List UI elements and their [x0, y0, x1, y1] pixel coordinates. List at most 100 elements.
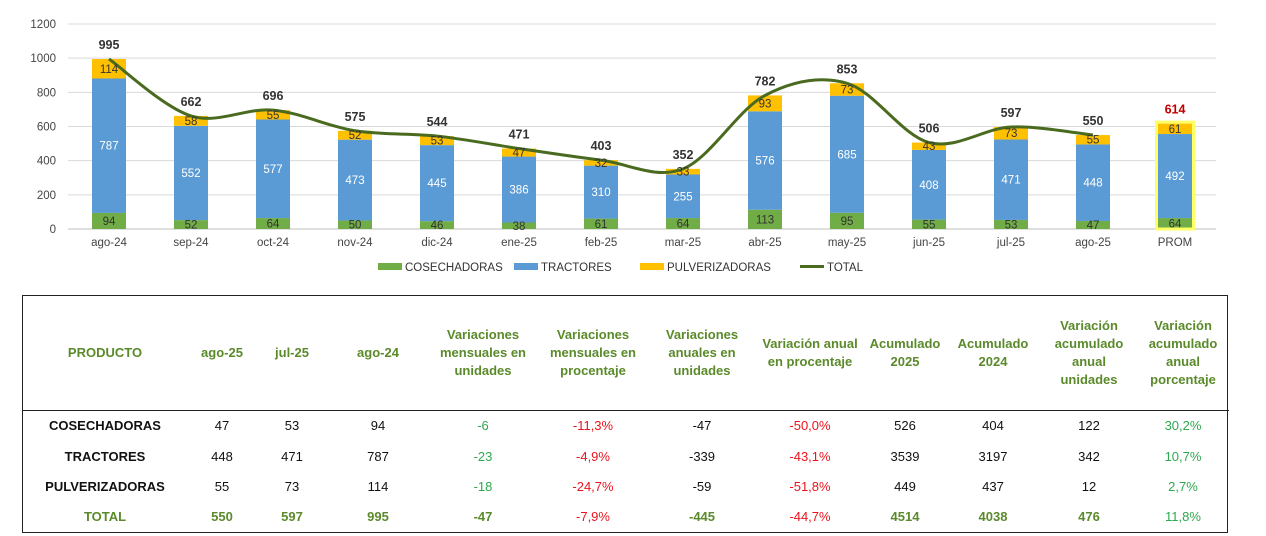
- data-label: 445: [427, 178, 446, 190]
- total-label: 614: [1165, 103, 1186, 117]
- total-label: 853: [837, 62, 858, 76]
- x-tick-label: ene-25: [501, 237, 537, 249]
- summary-table-container: PRODUCTO ago-25 jul-25 ago-24 Variacione…: [22, 295, 1229, 533]
- data-label: 408: [919, 180, 938, 192]
- header-producto: PRODUCTO: [23, 296, 187, 411]
- y-axis: 0 200 400 600 800 1000 1200: [30, 19, 56, 236]
- table-cell: 404: [982, 418, 1004, 434]
- table-cell: 476: [1078, 509, 1100, 525]
- table-cell: 449: [894, 479, 916, 495]
- data-label: 787: [99, 141, 118, 153]
- data-label: 64: [1169, 219, 1182, 231]
- table-cell: 94: [370, 418, 386, 434]
- data-label: 55: [923, 219, 936, 231]
- bar-pulverizadoras-nov-24: [338, 130, 372, 140]
- total-label: 995: [99, 38, 120, 52]
- bar-tractores-feb-25: [584, 165, 618, 219]
- table-cell: -59: [692, 479, 712, 495]
- header-jul-25: jul-25: [257, 296, 327, 411]
- total-label: 544: [427, 115, 448, 129]
- legend-label: TOTAL: [827, 262, 864, 274]
- y-tick-label: 1200: [30, 19, 56, 31]
- data-label: 52: [185, 220, 198, 232]
- row-label: COSECHADORAS: [49, 418, 161, 434]
- highlight-outline: [1155, 120, 1195, 231]
- data-label: 33: [677, 167, 690, 179]
- legend-swatch-tractores: [514, 263, 538, 270]
- bar-pulverizadoras-jul-25: [994, 127, 1028, 140]
- total-label: 403: [591, 139, 612, 153]
- data-label: 46: [431, 220, 444, 232]
- data-label: 255: [673, 191, 692, 203]
- data-label: 47: [513, 148, 526, 160]
- bar-tractores-sep-24: [174, 125, 208, 221]
- table-cell: 995: [367, 509, 389, 525]
- total-label: 575: [345, 110, 366, 124]
- total-line-path: [108, 57, 1094, 174]
- table-cell: 12: [1081, 479, 1097, 495]
- table-cell: -445: [688, 509, 716, 525]
- x-tick-label: sep-24: [173, 237, 209, 249]
- bar-pulverizadoras-PROM: [1158, 123, 1192, 135]
- data-label: 492: [1165, 171, 1184, 183]
- table-cell: 30,2%: [1164, 418, 1202, 434]
- data-label: 473: [345, 175, 364, 187]
- table-cell: 10,7%: [1164, 448, 1202, 464]
- table-cell: 3197: [978, 448, 1008, 464]
- table-row: PULVERIZADORAS 55 73 114 -18 -24,7% -59 …: [23, 471, 1229, 501]
- table-cell: 11,8%: [1165, 509, 1201, 525]
- x-axis: ago-24 sep-24 oct-24 nov-24 dic-24 ene-25 feb-…: [91, 237, 1192, 249]
- x-tick-label: jun-25: [912, 237, 945, 249]
- legend-swatch-cosechadoras: [378, 263, 402, 270]
- legend: COSECHADORAS TRACTORES PULVERIZADORAS TOTAL: [378, 262, 864, 274]
- bar-cosechadoras-PROM: [1158, 218, 1192, 229]
- bar-pulverizadoras-jun-25: [912, 142, 946, 150]
- table-cell: -44,7%: [789, 509, 831, 525]
- y-tick-label: 800: [37, 87, 56, 99]
- bar-tractores-ago-25: [1076, 144, 1110, 221]
- bar-tractores-nov-24: [338, 139, 372, 221]
- row-label: TOTAL: [83, 509, 127, 525]
- total-label: 662: [181, 95, 202, 109]
- bar-cosechadoras-abr-25: [748, 209, 782, 229]
- y-tick-label: 200: [37, 190, 56, 202]
- y-tick-label: 1000: [30, 53, 56, 65]
- bar-tractores-abr-25: [748, 111, 782, 210]
- data-label: 53: [431, 136, 444, 148]
- x-tick-label: feb-25: [585, 237, 618, 249]
- bar-pulverizadoras-mar-25: [666, 168, 700, 175]
- header-acumulado-2025: Acumulado 2025: [865, 296, 945, 411]
- bar-tractores-dic-24: [420, 145, 454, 222]
- total-label: 352: [673, 148, 694, 162]
- data-label: 386: [509, 185, 528, 197]
- table-cell: 448: [211, 448, 233, 464]
- header-ago-24: ago-24: [327, 296, 429, 411]
- data-label: 58: [185, 116, 198, 128]
- x-tick-label: oct-24: [257, 237, 290, 249]
- table-cell: -47: [473, 509, 493, 525]
- header-var-acum-porcentaje: Variación acumulado anual porcentaje: [1137, 296, 1229, 411]
- total-label: 696: [263, 89, 284, 103]
- table-cell: 550: [211, 509, 233, 525]
- total-label: 550: [1083, 114, 1104, 128]
- bar-tractores-jun-25: [912, 149, 946, 220]
- bars: [92, 59, 1195, 231]
- bar-cosechadoras-oct-24: [256, 218, 290, 229]
- y-tick-label: 400: [37, 156, 56, 168]
- x-tick-label: ago-24: [91, 237, 127, 249]
- bar-cosechadoras-may-25: [830, 212, 864, 229]
- table-total-row: TOTAL 550 597 995 -47 -7,9% -445 -44,7% …: [23, 502, 1229, 532]
- bar-cosechadoras-jul-25: [994, 219, 1028, 229]
- bar-cosechadoras-jun-25: [912, 219, 946, 229]
- total-label: 597: [1001, 106, 1022, 120]
- data-label: 47: [1087, 220, 1100, 232]
- table-cell: 3539: [890, 448, 920, 464]
- table-cell: 122: [1078, 418, 1100, 434]
- table-cell: -23: [473, 448, 493, 464]
- bar-cosechadoras-ago-24: [92, 212, 126, 229]
- bar-cosechadoras-nov-24: [338, 220, 372, 229]
- data-label: 73: [1005, 128, 1018, 140]
- data-label: 471: [1001, 175, 1020, 187]
- bar-tractores-jul-25: [994, 139, 1028, 220]
- data-label: 64: [677, 219, 690, 231]
